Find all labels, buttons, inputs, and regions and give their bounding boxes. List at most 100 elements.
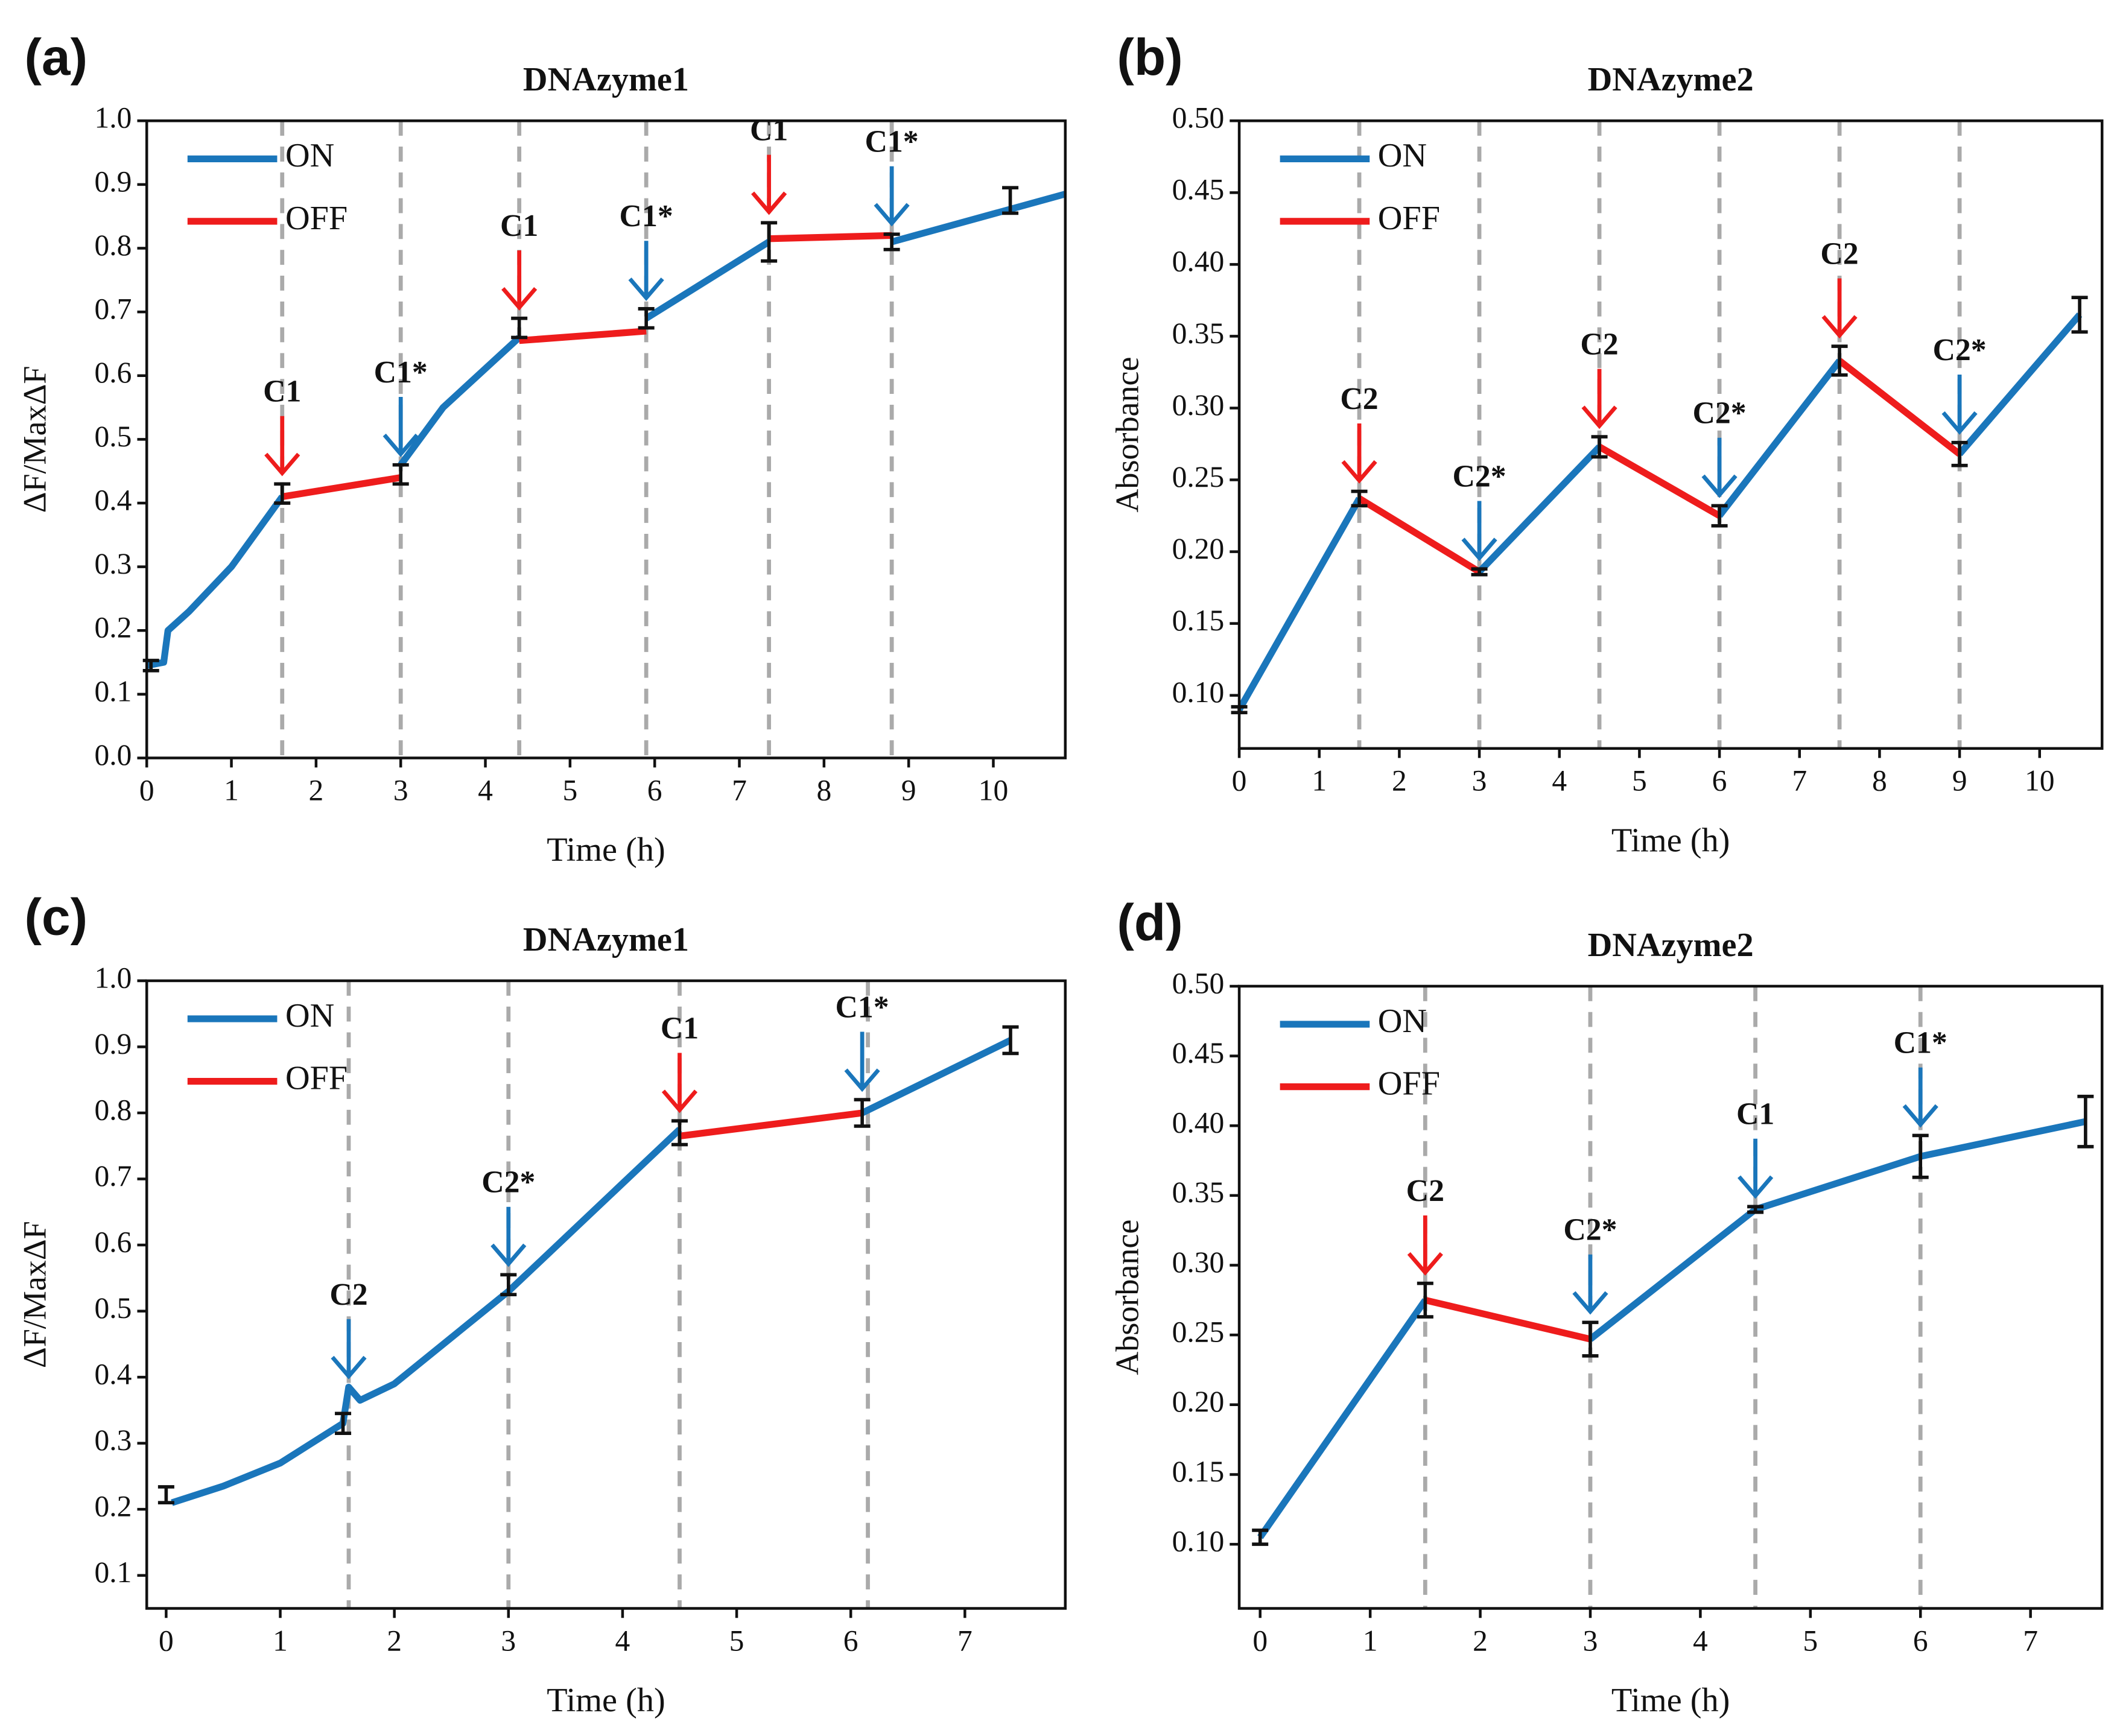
annotation-label: C2 (1820, 236, 1858, 271)
y-tick-label: 0.0 (95, 738, 132, 771)
x-tick-label: 6 (647, 774, 662, 807)
error-bar (1582, 1320, 1599, 1358)
plot-frame (1237, 119, 2104, 750)
arrow-head (661, 1089, 698, 1114)
y-tick-label: 0.15 (1172, 1455, 1225, 1488)
error-bar (1747, 1205, 1764, 1214)
series-line (171, 1037, 1012, 1506)
annotation-label: C2* (1563, 1213, 1617, 1247)
error-bar (854, 1098, 871, 1128)
y-tick-label: 0.25 (1172, 460, 1225, 493)
y-tick-label: 0.5 (95, 1291, 132, 1325)
arrow-head (1572, 1291, 1608, 1315)
x-tick-label: 5 (1632, 764, 1647, 797)
arrow-head (490, 1243, 527, 1267)
y-tick-label: 0.4 (95, 483, 132, 516)
x-tick-label: 5 (1803, 1624, 1818, 1657)
x-tick-label: 3 (501, 1624, 516, 1657)
x-axis-label: Time (h) (1611, 822, 1730, 859)
series-line (1257, 1118, 2087, 1539)
y-tick-label: 0.40 (1172, 245, 1225, 278)
series-line (147, 191, 1065, 669)
y-tick-label: 0.5 (95, 420, 132, 453)
y-tick-label: 0.30 (1172, 1246, 1225, 1279)
error-bar (1351, 489, 1368, 508)
y-tick-label: 1.0 (95, 101, 132, 135)
y-tick-label: 0.2 (95, 611, 132, 644)
x-tick-label: 4 (1693, 1624, 1708, 1657)
x-tick-label: 8 (1872, 764, 1887, 797)
y-tick-label: 0.20 (1172, 532, 1225, 565)
legend-label: ON (285, 137, 334, 174)
x-tick-label: 1 (1363, 1624, 1378, 1657)
y-tick-label: 0.8 (95, 229, 132, 262)
y-axis-label: ΔF/MaxΔF (16, 366, 52, 513)
legend-label: OFF (1378, 200, 1440, 237)
x-tick-label: 5 (729, 1624, 744, 1657)
x-tick-label: 8 (816, 774, 831, 807)
y-tick-label: 0.1 (95, 674, 132, 708)
annotation-label: C1* (1894, 1026, 1947, 1060)
x-tick-label: 7 (957, 1624, 973, 1657)
x-tick-label: 0 (139, 774, 154, 807)
chart-title: DNAzyme2 (1588, 61, 1754, 98)
x-tick-label: 0 (1232, 764, 1247, 797)
error-bar (671, 1119, 688, 1147)
annotation-label: C1 (661, 1011, 699, 1045)
series-line (679, 1109, 863, 1139)
y-tick-label: 0.7 (95, 293, 132, 326)
panel-label: (a) (25, 29, 88, 86)
annotation-label: C1 (263, 375, 301, 409)
x-tick-label: 4 (478, 774, 493, 807)
x-tick-label: 10 (979, 774, 1009, 807)
series-line (1357, 358, 1962, 575)
y-tick-label: 0.6 (95, 356, 132, 389)
y-tick-label: 0.35 (1172, 317, 1225, 350)
x-tick-label: 3 (1472, 764, 1487, 797)
error-bar (883, 232, 900, 252)
annotation-label: C1* (374, 355, 428, 390)
x-tick-label: 6 (1913, 1624, 1928, 1657)
y-tick-label: 0.3 (95, 547, 132, 580)
y-tick-label: 0.20 (1172, 1385, 1225, 1418)
annotation-label: C1* (836, 990, 889, 1024)
y-tick-label: 0.50 (1172, 101, 1225, 135)
annotation-label: C1* (865, 125, 918, 159)
x-tick-label: 2 (1392, 764, 1407, 797)
series-line (1424, 1296, 1592, 1343)
x-tick-label: 10 (2025, 764, 2055, 797)
x-tick-label: 4 (1552, 764, 1567, 797)
arrow-head (628, 277, 664, 302)
annotation-label: C2 (1406, 1174, 1444, 1208)
annotation-label: C2 (1340, 382, 1378, 416)
error-bar (1591, 435, 1608, 459)
arrow-head (382, 433, 419, 457)
y-tick-label: 0.30 (1172, 388, 1225, 422)
legend-label: OFF (285, 1060, 348, 1097)
plot-frame (145, 119, 1067, 759)
legend-label: OFF (1378, 1065, 1440, 1103)
annotation-label: C1 (500, 209, 538, 243)
series-line (281, 232, 892, 501)
error-bar (274, 482, 291, 505)
y-tick-label: 0.45 (1172, 173, 1225, 206)
arrow-head (501, 287, 538, 311)
y-tick-label: 0.3 (95, 1424, 132, 1457)
x-tick-label: 3 (1583, 1624, 1598, 1657)
legend-label: OFF (285, 200, 348, 237)
x-tick-label: 6 (1712, 764, 1727, 797)
chart-title: DNAzyme1 (523, 61, 689, 98)
error-bar (1471, 567, 1488, 577)
y-tick-label: 0.10 (1172, 1524, 1225, 1557)
error-bar (511, 316, 528, 340)
x-axis-label: Time (h) (1611, 1682, 1730, 1719)
x-tick-label: 6 (843, 1624, 859, 1657)
y-tick-label: 0.1 (95, 1556, 132, 1589)
error-bar (1417, 1281, 1433, 1319)
y-tick-label: 0.45 (1172, 1036, 1225, 1069)
arrow-head (1341, 460, 1377, 484)
panel-label: (b) (1117, 29, 1182, 86)
y-tick-label: 0.9 (95, 1027, 132, 1060)
error-bar (761, 221, 778, 263)
arrow-head (1701, 474, 1738, 498)
